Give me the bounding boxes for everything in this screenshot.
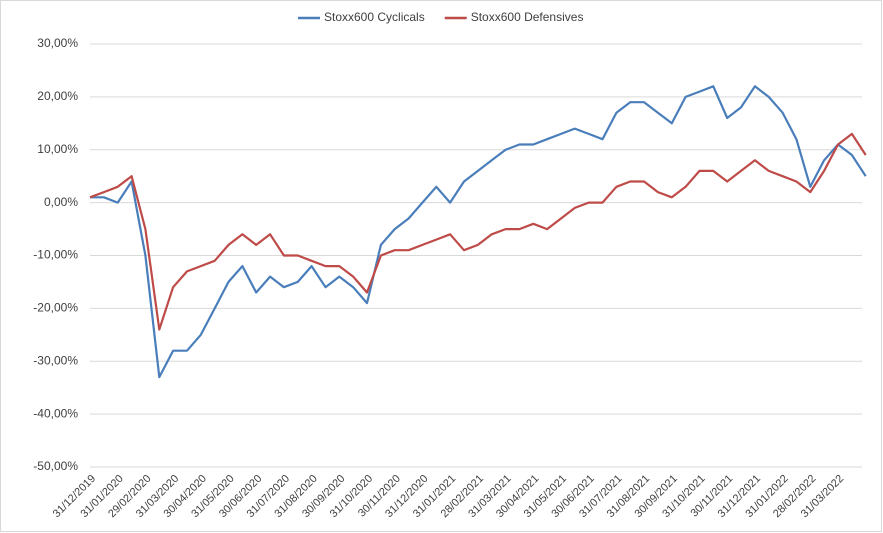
y-tick-label: 10,00% [37,142,78,156]
y-tick-label: 20,00% [37,89,78,103]
y-tick-label: 30,00% [37,36,78,50]
y-tick-label: 0,00% [44,195,78,209]
y-tick-label: -40,00% [33,406,78,420]
y-tick-label: -10,00% [33,248,78,262]
y-tick-label: -20,00% [33,301,78,315]
series-line [90,85,867,379]
legend-label: Stoxx600 Cyclicals [324,10,425,24]
y-tick-label: -30,00% [33,353,78,367]
series-line [89,132,867,331]
y-tick-label: -50,00% [33,459,78,473]
legend-label: Stoxx600 Defensives [471,10,584,24]
